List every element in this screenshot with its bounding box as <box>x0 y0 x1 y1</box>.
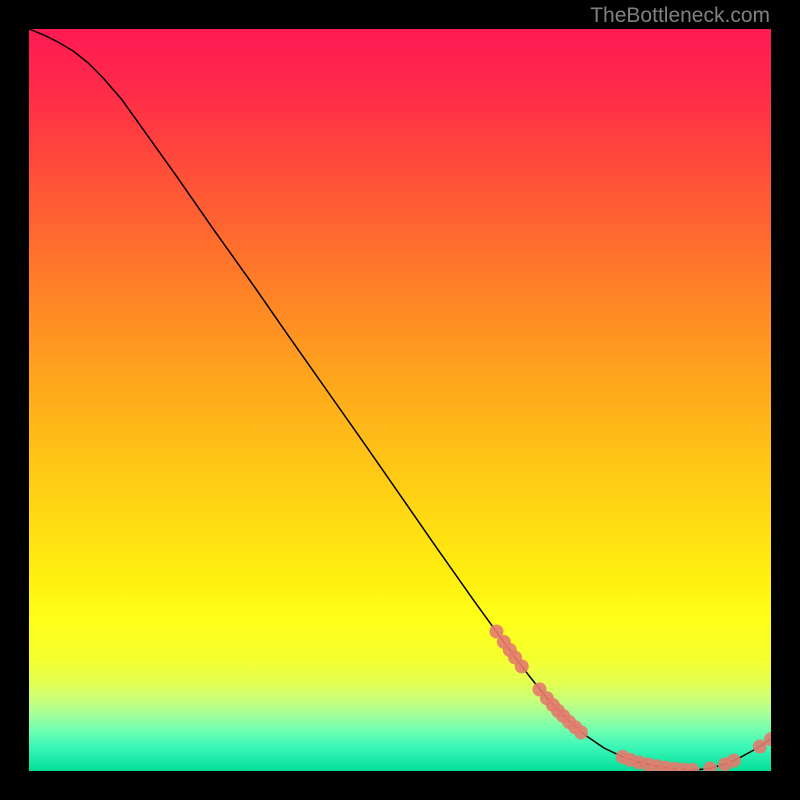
attribution-label: TheBottleneck.com <box>590 4 770 28</box>
data-marker <box>515 659 529 673</box>
data-marker <box>727 754 741 768</box>
chart-stage: TheBottleneck.com <box>0 0 800 800</box>
plot-area <box>29 29 771 771</box>
bottleneck-curve <box>29 29 771 770</box>
data-marker <box>574 725 588 739</box>
chart-overlay <box>29 29 771 771</box>
marker-group <box>489 625 771 772</box>
data-marker <box>703 761 717 771</box>
